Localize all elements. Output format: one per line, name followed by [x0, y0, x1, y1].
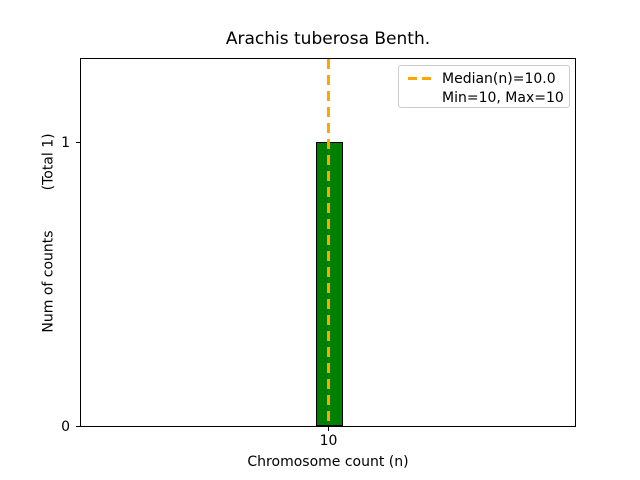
- y-tick-label-0: 0: [61, 419, 70, 435]
- plot-area: Median(n)=10.0 Min=10, Max=10: [80, 58, 576, 427]
- x-tick-label-10: 10: [319, 433, 338, 449]
- legend-row-median: Median(n)=10.0: [408, 69, 569, 88]
- y-tick-label-1: 1: [61, 135, 70, 151]
- y-tick-mark-1: [76, 142, 80, 143]
- legend: Median(n)=10.0 Min=10, Max=10: [398, 65, 570, 108]
- x-axis-label: Chromosome count (n): [247, 454, 409, 470]
- median-dash-swatch: [408, 77, 433, 80]
- x-tick-mark-10: [328, 427, 329, 431]
- legend-swatch-empty: [408, 96, 433, 99]
- legend-row-minmax: Min=10, Max=10: [408, 88, 569, 107]
- y-tick-mark-0: [76, 426, 80, 427]
- legend-label-median: Median(n)=10.0: [442, 70, 556, 87]
- legend-label-minmax: Min=10, Max=10: [442, 89, 564, 106]
- median-line: [327, 59, 330, 426]
- chart-title: Arachis tuberosa Benth.: [225, 29, 431, 49]
- y-axis-label: Num of counts (Total 1): [40, 133, 57, 333]
